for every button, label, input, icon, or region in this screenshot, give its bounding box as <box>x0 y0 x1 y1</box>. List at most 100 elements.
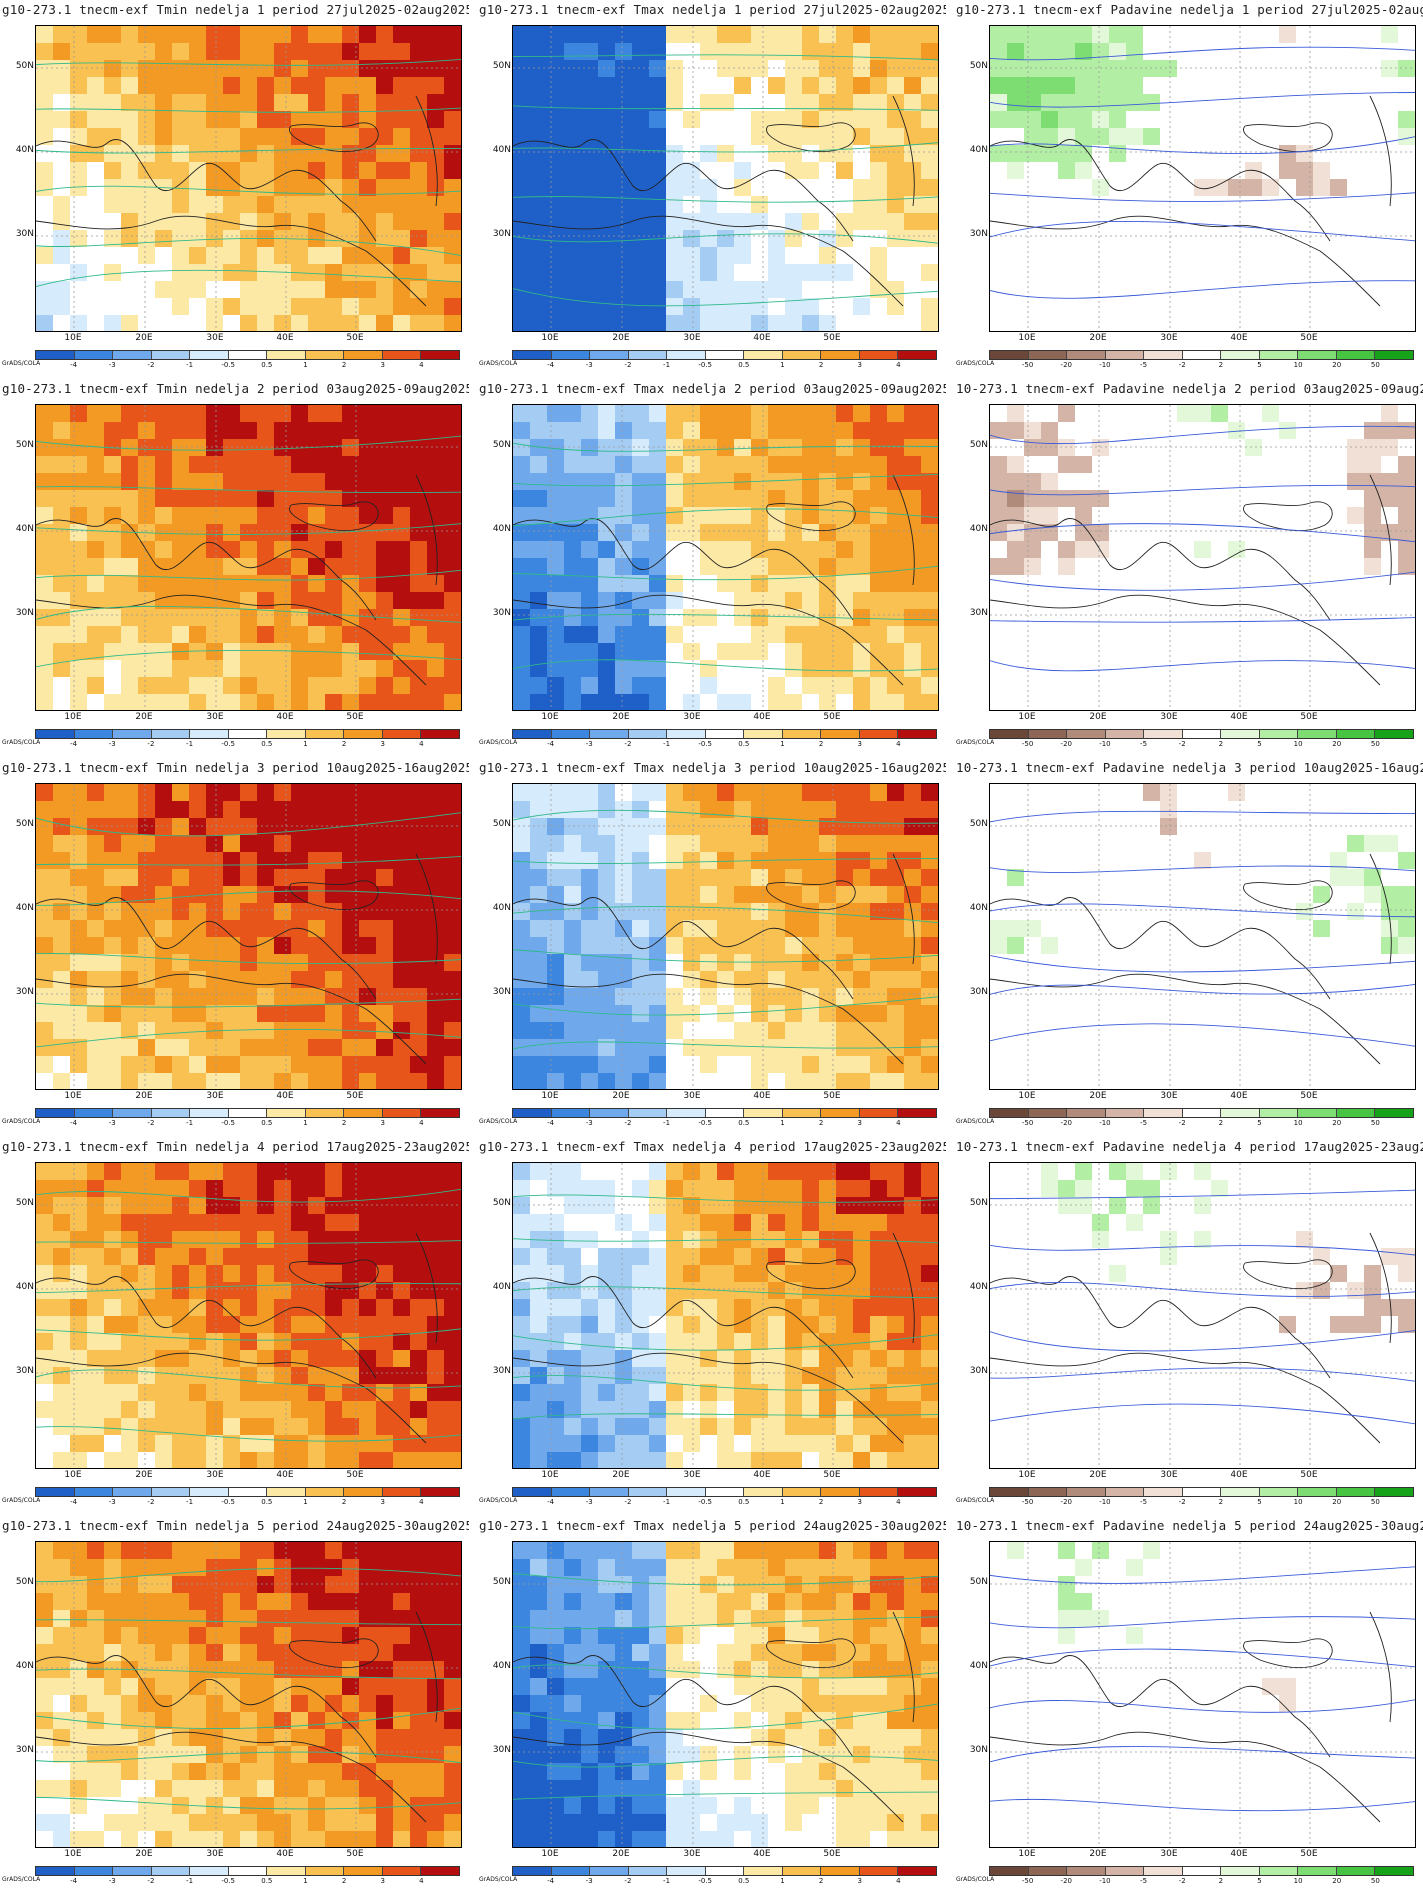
field-cell <box>904 456 922 474</box>
field-cell <box>700 247 718 265</box>
field-cell <box>836 592 854 610</box>
field-cell <box>785 230 803 248</box>
field-cell <box>1279 128 1297 146</box>
field-cell <box>393 1231 411 1249</box>
field-cell <box>223 247 241 265</box>
field-cell <box>1330 111 1348 129</box>
field-cell <box>700 405 718 423</box>
field-cell <box>257 1039 275 1057</box>
field-cell <box>1058 315 1076 331</box>
field-cell <box>104 1231 122 1249</box>
field-cell <box>547 111 565 129</box>
field-cell <box>904 988 922 1006</box>
colorbar-label: 2 <box>818 740 824 748</box>
tmax-anomaly-map <box>512 25 939 332</box>
field-cell <box>291 111 309 129</box>
contour-line <box>513 996 938 1016</box>
field-cell <box>427 1163 445 1181</box>
field-cell <box>1160 626 1178 644</box>
field-cell <box>325 315 343 331</box>
field-cell <box>138 784 156 802</box>
field-cell <box>189 1197 207 1215</box>
field-cell <box>768 405 786 423</box>
field-cell <box>376 660 394 678</box>
field-cell <box>257 677 275 695</box>
field-cell <box>1279 1005 1297 1023</box>
field-cell <box>598 541 616 559</box>
field-cell <box>206 298 224 316</box>
field-cell <box>990 1005 1008 1023</box>
field-cell <box>1109 162 1127 180</box>
field-cell <box>36 1231 54 1249</box>
field-cell <box>274 541 292 559</box>
field-cell <box>1177 801 1195 819</box>
field-cell <box>138 490 156 508</box>
field-cell <box>121 422 139 440</box>
field-cell <box>257 694 275 710</box>
colorbar-label: -3 <box>108 740 116 748</box>
tmin-panel-week-2: g10-273.1 tnecm-exf Tmin nedelja 2 perio… <box>0 379 471 758</box>
field-cell <box>223 1299 241 1317</box>
field-cell <box>1024 94 1042 112</box>
field-cell <box>513 60 531 78</box>
field-cell <box>70 1384 88 1402</box>
field-cell <box>513 988 531 1006</box>
colorbar-swatch <box>36 1488 75 1496</box>
field-cell <box>1296 609 1314 627</box>
field-cell <box>683 1056 701 1074</box>
field-cell <box>1007 660 1025 678</box>
tmax-panel-week-3: g10-273.1 tnecm-exf Tmax nedelja 3 perio… <box>477 758 948 1137</box>
field-cell <box>802 162 820 180</box>
field-cell <box>427 473 445 491</box>
field-cell <box>836 886 854 904</box>
field-cell <box>853 94 871 112</box>
field-cell <box>768 575 786 593</box>
field-cell <box>1160 281 1178 299</box>
field-cell <box>104 26 122 44</box>
field-cell <box>870 835 888 853</box>
field-cell <box>632 1073 650 1089</box>
contour-line <box>990 484 1415 496</box>
field-cell <box>1126 490 1144 508</box>
field-cell <box>1109 677 1127 695</box>
field-cell <box>1143 660 1161 678</box>
field-cell <box>615 162 633 180</box>
field-cell <box>1041 490 1059 508</box>
field-cell <box>853 264 871 282</box>
field-cell <box>513 920 531 938</box>
field-cell <box>427 1214 445 1232</box>
field-cell <box>513 801 531 819</box>
field-cell <box>155 558 173 576</box>
field-cell <box>1058 835 1076 853</box>
field-cell <box>223 1056 241 1074</box>
field-cell <box>223 1435 241 1453</box>
field-cell <box>547 77 565 95</box>
colorbar-swatch <box>344 351 383 359</box>
field-cell <box>223 1005 241 1023</box>
field-cell <box>427 422 445 440</box>
field-cell <box>172 1039 190 1057</box>
field-cell <box>444 43 461 61</box>
contour-line <box>36 812 461 837</box>
field-cell <box>121 1265 139 1283</box>
field-cell <box>1364 920 1382 938</box>
field-cell <box>1143 264 1161 282</box>
field-cell <box>1381 694 1399 710</box>
field-cell <box>1041 422 1059 440</box>
field-cell <box>734 298 752 316</box>
field-cell <box>1330 1005 1348 1023</box>
field-cell <box>598 77 616 95</box>
field-cell <box>342 1401 360 1419</box>
field-cell <box>393 1265 411 1283</box>
field-cell <box>121 801 139 819</box>
field-cell <box>257 422 275 440</box>
field-cell <box>530 77 548 95</box>
field-cell <box>87 852 105 870</box>
field-cell <box>598 264 616 282</box>
field-cell <box>87 281 105 299</box>
field-cell <box>1364 315 1382 331</box>
field-cell <box>155 524 173 542</box>
field-cell <box>1041 903 1059 921</box>
field-cell <box>257 643 275 661</box>
field-cell <box>104 1316 122 1334</box>
